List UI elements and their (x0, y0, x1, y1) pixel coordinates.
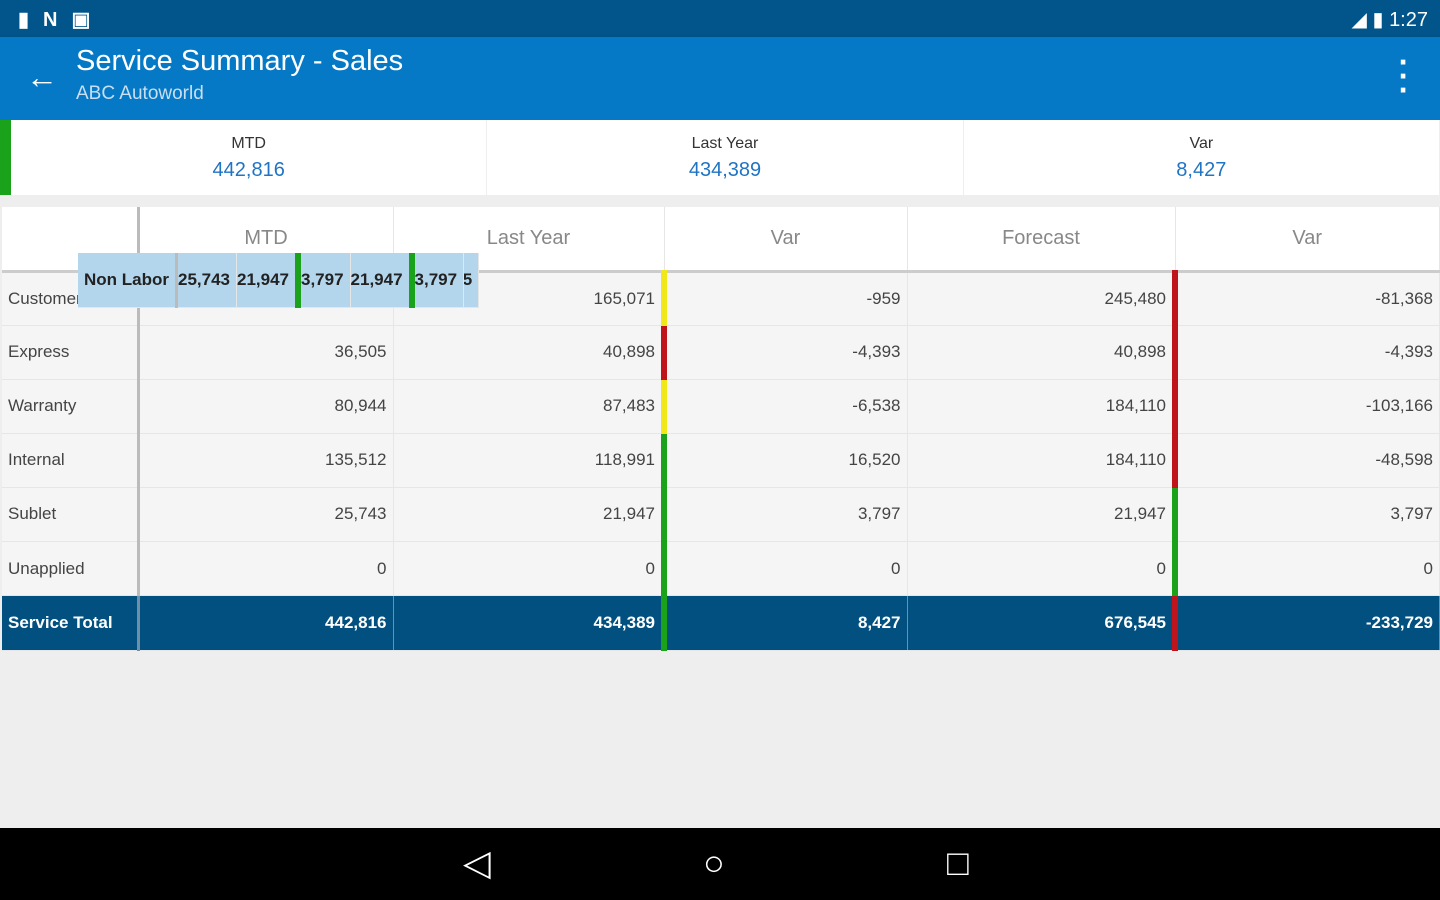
cell-last-year: 40,898 (393, 325, 665, 380)
summary-bar: MTD 442,816 Last Year 434,389 Var 8,427 (0, 120, 1440, 195)
service-summary-table: MTD Last Year Var Forecast Var Customer … (2, 207, 1440, 651)
table-row[interactable]: Express 36,505 40,898 -4,393 40,898 -4,393 (2, 325, 1440, 380)
nav-back-icon[interactable]: ◁ (463, 842, 491, 883)
cell-forecast-var: -48,598 (1172, 433, 1440, 488)
battery-icon: ▮ (1372, 9, 1384, 31)
table-row[interactable]: Service Total 442,816 434,389 8,427 676,545-… (2, 596, 1440, 651)
cell-forecast-var: -103,166 (1172, 379, 1440, 434)
cell-mtd: 80,944 (138, 379, 394, 434)
status-right: ◢ ▮ 1:27 (1352, 7, 1428, 32)
signal-icon: ◢ (1351, 9, 1367, 31)
cell-mtd: 135,512 (138, 433, 394, 488)
cell-var: -6,538 (661, 379, 908, 434)
cell-var: -959 (661, 271, 908, 326)
cell-last-year: 21,947 (393, 487, 665, 542)
cell-forecast: 676,545 (907, 596, 1176, 651)
summary-label: Last Year (691, 135, 759, 152)
cell-var: 8,427 (661, 596, 908, 651)
cell-forecast: 21,947 (350, 253, 413, 308)
cell-forecast-var: -4,393 (1172, 325, 1440, 380)
header-last-year[interactable]: Last Year (393, 207, 665, 273)
app-bar: ← Service Summary - Sales ABC Autoworld … (0, 37, 1440, 120)
nav-recents-icon[interactable]: □ (947, 842, 969, 883)
summary-mtd: MTD 442,816 (11, 120, 488, 195)
cell-last-year: 118,991 (393, 433, 665, 488)
cell-mtd: 36,505 (138, 325, 394, 380)
cell-var: 3,797 (294, 253, 351, 308)
cell-forecast-var: 3,797 (408, 253, 465, 308)
cell-var: 3,797 (661, 487, 908, 542)
cell-forecast-var: 3,797 (1172, 487, 1440, 542)
header-var[interactable]: Var (664, 207, 908, 273)
summary-last-year: Last Year 434,389 (487, 120, 964, 195)
row-name: Express (2, 325, 140, 380)
row-name: Warranty (2, 379, 140, 434)
header-forecast-var[interactable]: Var (1175, 207, 1440, 273)
cell-forecast: 245,480 (907, 271, 1176, 326)
summary-value: 442,816 (212, 159, 285, 181)
table-row[interactable]: Non Labor 25,743 21,947 3,797 21,947 3,797 (78, 253, 465, 308)
cell-mtd: 442,816 (138, 596, 394, 651)
navigation-bar: ◁ ○ □ (0, 828, 1440, 900)
cell-forecast: 40,898 (907, 325, 1176, 380)
row-name: Service Total (2, 596, 140, 651)
summary-label: Var (1189, 135, 1214, 152)
cell-forecast-var: 0 (1172, 541, 1440, 596)
cell-last-year: 434,389 (393, 596, 665, 651)
cell-last-year: 87,483 (393, 379, 665, 434)
row-name: Sublet (2, 487, 140, 542)
status-bar: ▮N▣ ◢ ▮ 1:27 (0, 0, 1440, 37)
cell-forecast: 184,110 (907, 433, 1176, 488)
nav-home-icon[interactable]: ○ (703, 842, 725, 883)
cell-var: -4,393 (661, 325, 908, 380)
summary-value: 8,427 (1176, 159, 1227, 181)
table-row[interactable]: Unapplied 0 0 0 0 0 (2, 541, 1440, 596)
clock: 1:27 (1389, 9, 1428, 31)
table-row[interactable]: Warranty 80,944 87,483 -6,538 184,110 -103,16… (2, 379, 1440, 434)
cell-forecast-var: -233,729 (1172, 596, 1440, 651)
cell-forecast-var: -81,368 (1172, 271, 1440, 326)
cell-mtd: 25,743 (138, 487, 394, 542)
back-arrow-icon[interactable]: ← (26, 59, 58, 95)
page-subtitle: ABC Autoworld (76, 83, 204, 104)
cell-forecast: 184,110 (907, 379, 1176, 434)
more-options-icon[interactable]: · · · (1398, 44, 1410, 108)
row-name: Unapplied (2, 541, 140, 596)
row-name: Non Labor (78, 253, 178, 308)
cell-mtd: 0 (138, 541, 394, 596)
row-name: Internal (2, 433, 140, 488)
summary-value: 434,389 (688, 159, 762, 181)
cell-var: 0 (661, 541, 908, 596)
table-row[interactable]: Sublet 25,743 21,947 3,797 21,947 3,797 (2, 487, 1440, 542)
summary-label: MTD (231, 135, 266, 152)
cell-mtd: 25,743 (176, 253, 237, 308)
summary-var: Var 8,427 (964, 120, 1440, 195)
page-title: Service Summary - Sales (76, 45, 404, 77)
cell-var: 16,520 (661, 433, 908, 488)
cell-forecast: 0 (907, 541, 1176, 596)
cell-last-year: 21,947 (236, 253, 299, 308)
header-forecast[interactable]: Forecast (907, 207, 1176, 273)
notification-icons: ▮N▣ (18, 9, 105, 31)
cell-forecast: 21,947 (907, 487, 1176, 542)
cell-last-year: 0 (393, 541, 665, 596)
table-row[interactable]: Internal 135,512 118,991 16,520 184,110 -48,5… (2, 433, 1440, 488)
